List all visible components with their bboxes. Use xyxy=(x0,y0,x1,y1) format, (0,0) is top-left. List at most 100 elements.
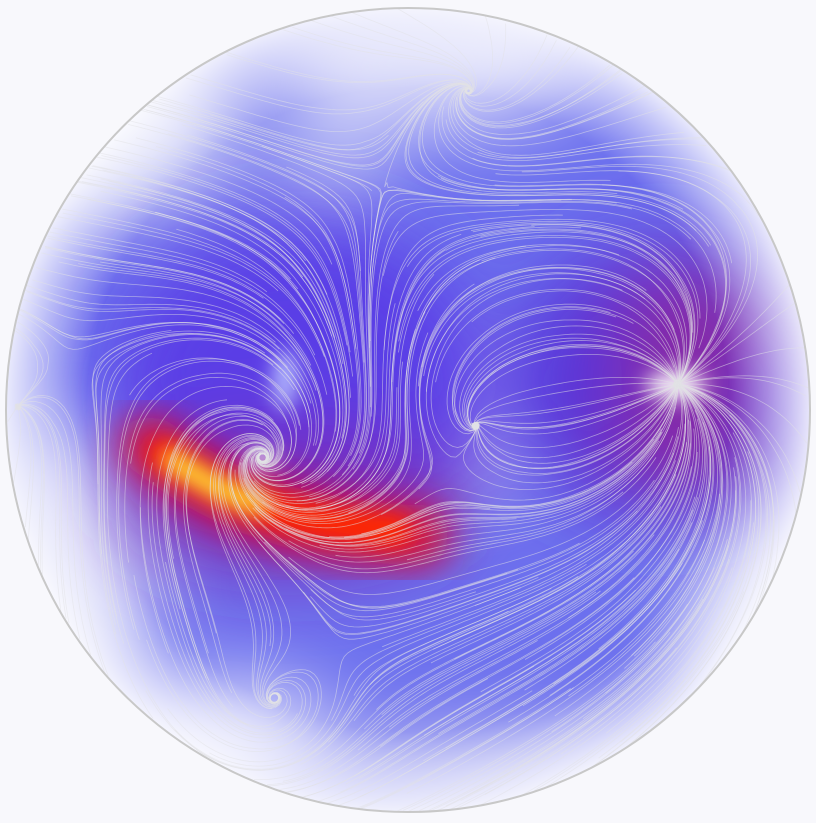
streamline xyxy=(183,419,280,694)
streamline xyxy=(624,394,762,749)
streamline xyxy=(230,442,508,609)
streamline xyxy=(102,169,350,472)
streamline xyxy=(252,440,660,553)
streamline xyxy=(165,406,285,726)
streamline xyxy=(544,522,754,789)
streamline xyxy=(582,382,732,720)
streamline xyxy=(403,603,688,811)
streamline xyxy=(62,208,338,432)
streamline xyxy=(155,212,341,487)
streamline xyxy=(209,563,587,767)
streamline xyxy=(432,382,687,650)
streamline xyxy=(287,577,635,793)
streamline xyxy=(268,413,671,544)
streamline xyxy=(471,383,680,430)
streamline xyxy=(187,134,367,476)
streamline xyxy=(414,383,679,505)
streamline xyxy=(32,279,320,446)
streamline xyxy=(173,412,282,708)
streamline xyxy=(598,388,757,759)
streamline xyxy=(254,428,662,541)
streamline xyxy=(96,156,348,346)
streamline xyxy=(17,404,62,613)
streamline xyxy=(26,291,280,350)
streamline xyxy=(92,330,172,719)
streamline xyxy=(35,267,317,391)
streamline xyxy=(261,146,373,498)
streamline xyxy=(364,443,691,730)
streamline xyxy=(288,407,676,563)
streamline xyxy=(534,432,752,791)
streamline xyxy=(417,243,688,387)
streamline xyxy=(353,496,696,777)
streamline xyxy=(406,220,699,386)
streamline xyxy=(329,380,679,538)
streamline xyxy=(100,261,325,482)
streamline xyxy=(264,479,655,612)
streamline xyxy=(391,231,694,383)
streamline xyxy=(452,86,666,147)
streamline xyxy=(288,435,674,595)
streamline xyxy=(381,421,692,716)
streamline xyxy=(379,451,698,747)
streamlines xyxy=(7,8,809,812)
streamline xyxy=(524,381,698,660)
streamline xyxy=(335,382,679,558)
streamline xyxy=(139,507,312,743)
streamline xyxy=(16,401,92,656)
streamline xyxy=(353,423,686,696)
streamline xyxy=(133,575,322,750)
streamline xyxy=(398,236,691,379)
streamline xyxy=(14,328,44,410)
streamline xyxy=(254,432,662,546)
streamline xyxy=(139,385,292,654)
streamline xyxy=(319,382,679,550)
streamline xyxy=(292,26,474,95)
streamline xyxy=(455,91,649,139)
streamline xyxy=(151,482,303,736)
streamline xyxy=(345,509,694,785)
streamline xyxy=(41,252,312,366)
streamline xyxy=(466,467,737,797)
streamline xyxy=(253,550,634,781)
streamline xyxy=(697,414,768,689)
streamline xyxy=(454,382,690,660)
streamline xyxy=(282,534,655,782)
streamline xyxy=(524,382,707,691)
streamline xyxy=(320,226,582,509)
streamline xyxy=(167,133,366,467)
streamline xyxy=(19,309,288,368)
streamline xyxy=(101,155,353,377)
streamline xyxy=(230,450,580,607)
streamline xyxy=(176,228,337,486)
streamline xyxy=(480,381,700,693)
streamline xyxy=(106,352,208,757)
streamline xyxy=(103,339,295,617)
streamline xyxy=(326,690,533,804)
streamline xyxy=(521,165,759,387)
streamline xyxy=(359,520,703,798)
streamline xyxy=(592,591,745,768)
streamline xyxy=(152,100,424,156)
streamline xyxy=(421,84,733,264)
streamline xyxy=(220,438,283,707)
streamline xyxy=(405,83,697,231)
streamline xyxy=(388,428,695,728)
streamline xyxy=(676,383,767,692)
streamline xyxy=(78,263,324,481)
streamline xyxy=(353,442,687,721)
streamline xyxy=(441,106,729,170)
streamline xyxy=(241,332,429,524)
streamline xyxy=(86,174,344,365)
streamline xyxy=(407,632,671,812)
streamline xyxy=(245,438,655,539)
streamline xyxy=(245,303,396,504)
streamline xyxy=(589,451,760,769)
streamline xyxy=(480,228,692,388)
streamline xyxy=(26,285,276,343)
streamline xyxy=(310,436,679,628)
streamline xyxy=(100,190,344,485)
streamline xyxy=(47,235,328,395)
streamline xyxy=(438,410,705,735)
streamline xyxy=(348,245,620,514)
